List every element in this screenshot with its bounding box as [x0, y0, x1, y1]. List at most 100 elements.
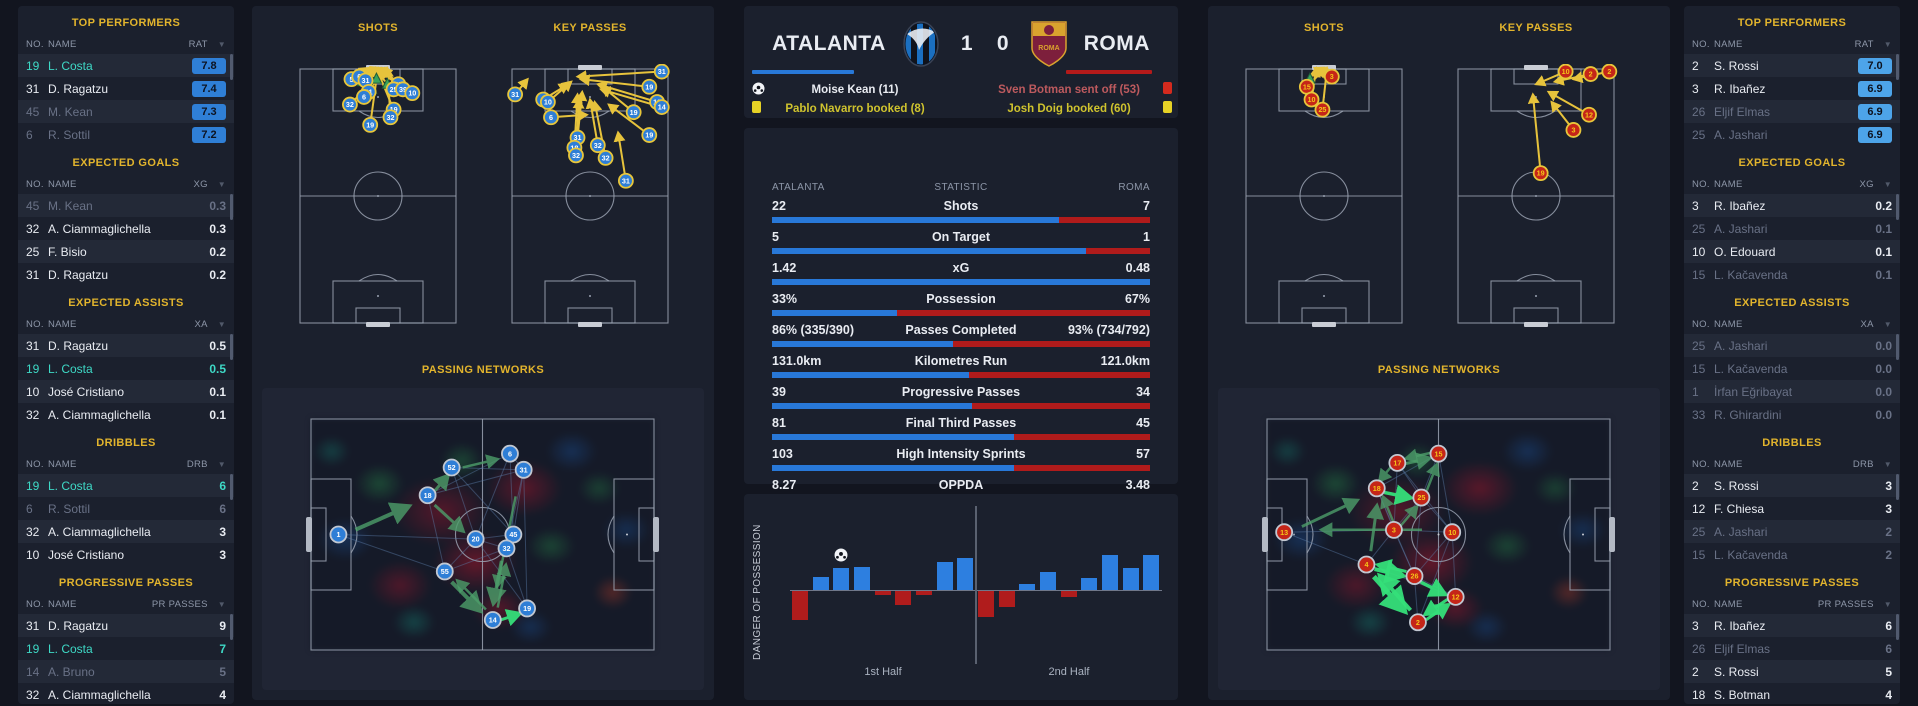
player-marker-10[interactable]: 10	[1303, 91, 1320, 108]
sort-caret-icon[interactable]: ▼	[1883, 600, 1892, 609]
player-marker-2[interactable]: 2	[1601, 64, 1618, 80]
player-marker-2[interactable]: 2	[1582, 66, 1599, 82]
table-scrollbar[interactable]	[1896, 334, 1899, 360]
player-marker-10[interactable]: 10	[404, 85, 421, 102]
table-row[interactable]: 19 L. Costa 6	[18, 474, 234, 500]
player-marker-14[interactable]: 14	[483, 611, 502, 629]
player-marker-32[interactable]: 32	[342, 96, 358, 113]
player-marker-32[interactable]: 32	[568, 147, 584, 164]
table-scrollbar[interactable]	[1896, 614, 1899, 640]
player-marker-2[interactable]: 2	[1409, 613, 1427, 632]
table-row[interactable]: 15 L. Kačavenda 2	[1684, 543, 1900, 566]
table-row[interactable]: 15 L. Kačavenda 0.0	[1684, 357, 1900, 380]
table-row[interactable]: 32 A. Ciammaglichella 0.3	[18, 217, 234, 240]
player-marker-3[interactable]: 3	[1323, 68, 1340, 85]
player-marker-15[interactable]: 15	[1429, 444, 1448, 463]
sort-caret-icon[interactable]: ▼	[1883, 40, 1892, 49]
player-marker-31[interactable]: 31	[617, 172, 634, 189]
table-row[interactable]: 2 S. Rossi 7.0	[1684, 54, 1900, 80]
table-scrollbar[interactable]	[1896, 194, 1899, 220]
player-marker-52[interactable]: 52	[442, 458, 461, 477]
player-marker-31[interactable]: 31	[514, 460, 533, 479]
table-row[interactable]: 2 S. Rossi 5	[1684, 660, 1900, 683]
table-row[interactable]: 18 S. Botman 4	[1684, 683, 1900, 706]
player-marker-3[interactable]: 3	[1385, 520, 1403, 539]
player-marker-4[interactable]: 4	[1357, 555, 1376, 574]
table-row[interactable]: 31 D. Ragatzu 0.2	[18, 263, 234, 286]
table-scrollbar[interactable]	[230, 54, 233, 80]
player-marker-31[interactable]: 31	[653, 64, 670, 80]
table-row[interactable]: 26 Eljif Elmas 6.9	[1684, 100, 1900, 123]
table-row[interactable]: 45 M. Kean 0.3	[18, 194, 234, 220]
player-marker-10[interactable]: 10	[539, 94, 556, 110]
sort-caret-icon[interactable]: ▼	[1883, 320, 1892, 329]
table-row[interactable]: 14 A. Bruno 5	[18, 660, 234, 683]
player-marker-13[interactable]: 13	[1275, 523, 1294, 542]
player-marker-3[interactable]: 3	[1565, 122, 1582, 138]
player-marker-6[interactable]: 6	[501, 444, 519, 463]
player-marker-19[interactable]: 19	[518, 599, 536, 618]
table-row[interactable]: 10 José Cristiano 3	[18, 543, 234, 566]
table-row[interactable]: 6 R. Sottil 7.2	[18, 123, 234, 146]
table-row[interactable]: 3 R. Ibañez 0.2	[1684, 194, 1900, 220]
table-row[interactable]: 10 O. Edouard 0.1	[1684, 240, 1900, 263]
player-marker-19[interactable]: 19	[362, 116, 379, 133]
table-row[interactable]: 10 José Cristiano 0.1	[18, 380, 234, 403]
player-marker-14[interactable]: 14	[653, 99, 670, 115]
table-row[interactable]: 6 R. Sottil 6	[18, 497, 234, 520]
player-marker-19[interactable]: 19	[1532, 165, 1549, 182]
sort-caret-icon[interactable]: ▼	[217, 40, 226, 49]
player-marker-32[interactable]: 32	[497, 539, 516, 558]
table-row[interactable]: 33 R. Ghirardini 0.0	[1684, 403, 1900, 426]
table-row[interactable]: 25 A. Jashari 0.1	[1684, 217, 1900, 240]
table-row[interactable]: 19 L. Costa 7	[18, 637, 234, 660]
player-marker-12[interactable]: 12	[1581, 106, 1597, 123]
table-scrollbar[interactable]	[230, 194, 233, 220]
table-row[interactable]: 26 Eljif Elmas 6	[1684, 637, 1900, 660]
sort-caret-icon[interactable]: ▼	[1883, 460, 1892, 469]
table-scrollbar[interactable]	[230, 334, 233, 360]
table-row[interactable]: 2 S. Rossi 3	[1684, 474, 1900, 500]
table-row[interactable]: 25 A. Jashari 2	[1684, 520, 1900, 543]
table-row[interactable]: 15 L. Kačavenda 0.1	[1684, 263, 1900, 286]
table-row[interactable]: 25 A. Jashari 6.9	[1684, 123, 1900, 146]
sort-caret-icon[interactable]: ▼	[1883, 180, 1892, 189]
player-marker-10[interactable]: 10	[1443, 523, 1462, 542]
player-marker-12[interactable]: 12	[1446, 587, 1465, 606]
player-marker-10[interactable]: 10	[1557, 64, 1574, 80]
table-scrollbar[interactable]	[1896, 474, 1899, 500]
table-scrollbar[interactable]	[230, 474, 233, 500]
player-marker-19[interactable]: 19	[641, 127, 658, 143]
player-marker-25[interactable]: 25	[1412, 488, 1431, 507]
table-row[interactable]: 31 D. Ragatzu 7.4	[18, 77, 234, 100]
player-marker-18[interactable]: 18	[418, 486, 437, 505]
table-row[interactable]: 25 A. Jashari 0.0	[1684, 334, 1900, 360]
player-marker-1[interactable]: 1	[329, 525, 348, 544]
player-marker-26[interactable]: 26	[1405, 567, 1424, 585]
player-marker-25[interactable]: 25	[1314, 101, 1331, 118]
player-marker-20[interactable]: 20	[466, 530, 485, 549]
player-marker-31[interactable]: 31	[507, 86, 524, 103]
player-marker-32[interactable]: 32	[589, 137, 606, 154]
player-marker-17[interactable]: 17	[1388, 453, 1407, 472]
player-marker-32[interactable]: 32	[597, 150, 614, 166]
table-row[interactable]: 3 R. Ibañez 6.9	[1684, 77, 1900, 100]
table-row[interactable]: 31 D. Ragatzu 0.5	[18, 334, 234, 360]
player-marker-18[interactable]: 18	[1367, 479, 1386, 498]
table-row[interactable]: 19 L. Costa 7.8	[18, 54, 234, 80]
table-row[interactable]: 3 R. Ibañez 6	[1684, 614, 1900, 640]
table-row[interactable]: 1 İrfan Eğribayat 0.0	[1684, 380, 1900, 403]
player-marker-55[interactable]: 55	[435, 562, 454, 581]
table-row[interactable]: 31 D. Ragatzu 9	[18, 614, 234, 640]
player-marker-19[interactable]: 19	[625, 104, 642, 121]
sort-caret-icon[interactable]: ▼	[217, 180, 226, 189]
sort-caret-icon[interactable]: ▼	[217, 320, 226, 329]
sort-caret-icon[interactable]: ▼	[217, 460, 226, 469]
player-marker-6[interactable]: 6	[543, 109, 559, 126]
table-row[interactable]: 25 F. Bisio 0.2	[18, 240, 234, 263]
table-row[interactable]: 32 A. Ciammaglichella 0.1	[18, 403, 234, 426]
table-row[interactable]: 12 F. Chiesa 3	[1684, 497, 1900, 520]
table-scrollbar[interactable]	[230, 614, 233, 640]
player-marker-19[interactable]: 19	[641, 78, 658, 95]
player-marker-32[interactable]: 32	[382, 109, 399, 126]
